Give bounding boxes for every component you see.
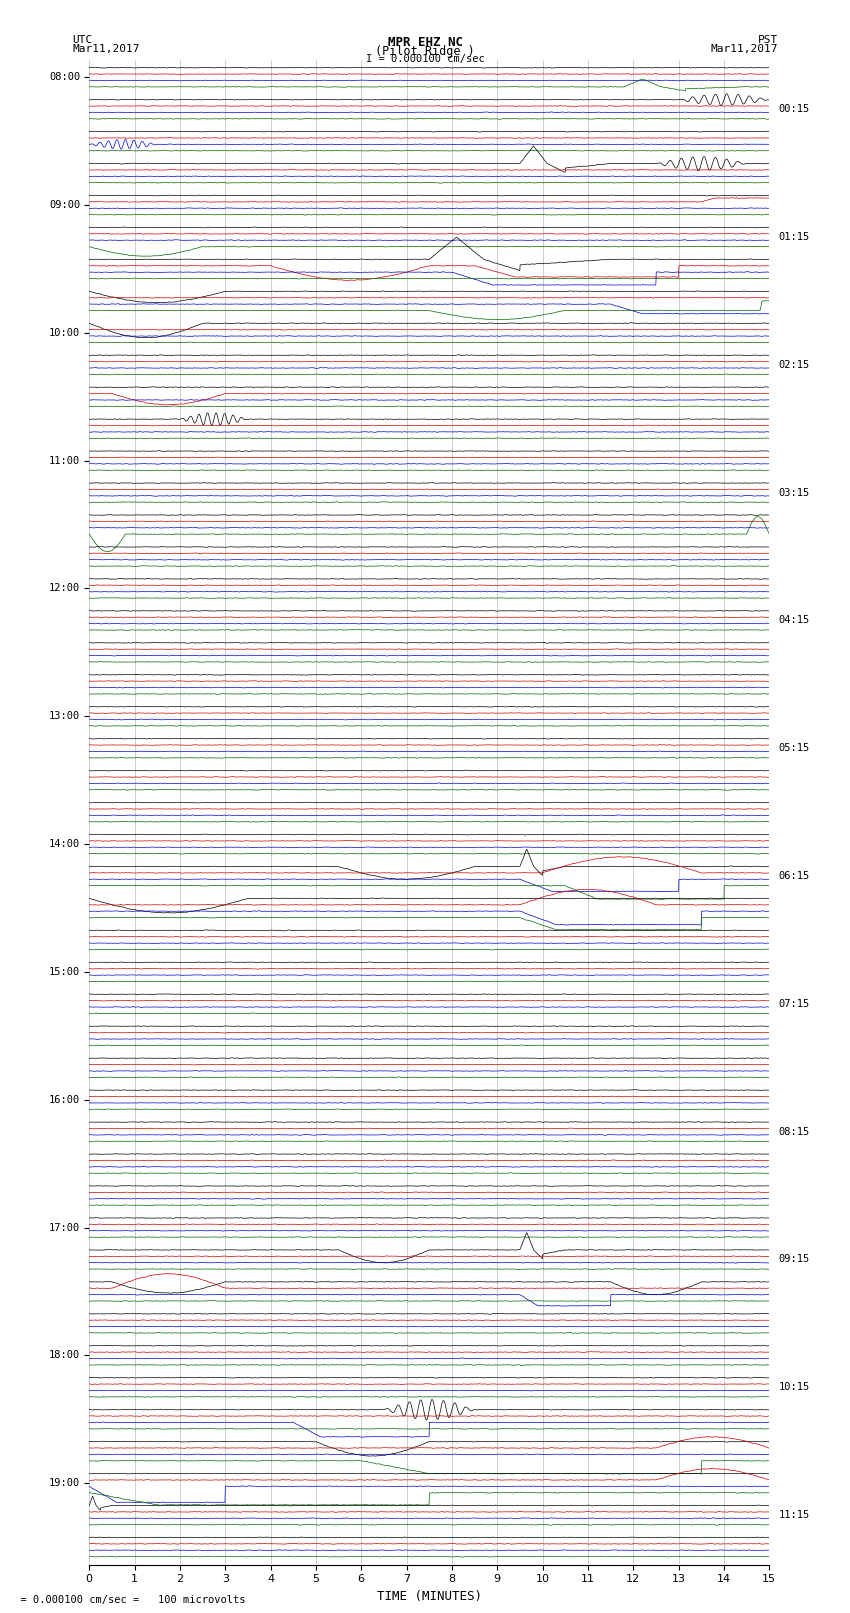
Text: PST: PST xyxy=(757,35,778,45)
Text: UTC: UTC xyxy=(72,35,93,45)
Text: MPR EHZ NC: MPR EHZ NC xyxy=(388,37,462,50)
Text: Mar11,2017: Mar11,2017 xyxy=(711,44,778,53)
Text: (Pilot Ridge ): (Pilot Ridge ) xyxy=(375,45,475,58)
Text: I = 0.000100 cm/sec: I = 0.000100 cm/sec xyxy=(366,53,484,63)
Text: Mar11,2017: Mar11,2017 xyxy=(72,44,139,53)
X-axis label: TIME (MINUTES): TIME (MINUTES) xyxy=(377,1590,482,1603)
Text: = 0.000100 cm/sec =   100 microvolts: = 0.000100 cm/sec = 100 microvolts xyxy=(8,1595,246,1605)
